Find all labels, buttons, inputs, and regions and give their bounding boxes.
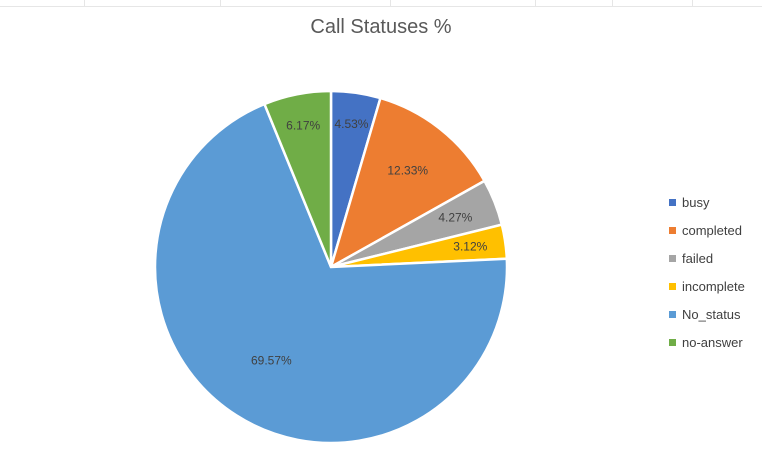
data-label-no-status: 69.57% [251,353,292,367]
legend-label: busy [682,194,710,210]
pie-slice-completed [328,96,487,270]
data-label-incomplete: 3.12% [453,240,487,254]
gridline-tick [535,0,536,6]
legend-swatch [669,310,676,318]
legend-label: No_status [682,306,741,322]
legend-item-failed: failed [669,244,745,272]
pie-slice-no-status [153,102,509,445]
gridline-tick [692,0,693,6]
legend-item-no-status: No_status [669,300,745,328]
legend-label: no-answer [682,334,743,350]
data-label-busy: 4.53% [334,117,368,131]
legend-label: failed [682,250,714,266]
legend-swatch [669,282,676,290]
legend-swatch [669,254,676,262]
legend-swatch [669,226,676,234]
legend-swatch [669,338,676,346]
gridline-tick [84,0,85,6]
gridline-tick [390,0,391,6]
top-gridline [0,0,762,7]
gridline-tick [220,0,221,6]
legend-item-incomplete: incomplete [669,272,745,300]
data-label-no-answer: 6.17% [286,118,320,132]
data-label-failed: 4.27% [438,211,472,225]
pie-slice-no-answer [262,89,333,268]
legend-label: completed [682,222,742,238]
legend-item-completed: completed [669,216,745,244]
data-label-completed: 12.33% [387,164,428,178]
legend-label: incomplete [682,278,745,294]
chart-title: Call Statuses % [310,16,452,38]
legend-item-no-answer: no-answer [669,328,745,356]
gridline-tick [612,0,613,6]
legend-swatch [669,198,676,206]
legend-item-busy: busy [669,188,745,216]
